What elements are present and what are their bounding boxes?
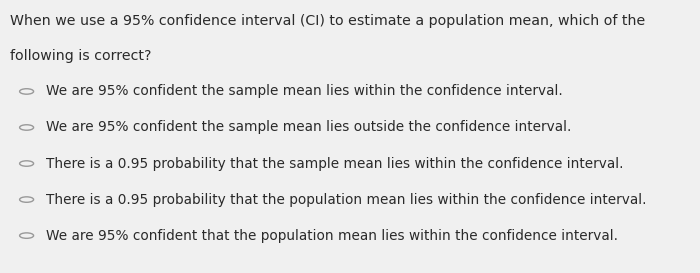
Text: There is a 0.95 probability that the population mean lies within the confidence : There is a 0.95 probability that the pop…	[46, 192, 646, 207]
Text: When we use a 95% confidence interval (CI) to estimate a population mean, which : When we use a 95% confidence interval (C…	[10, 14, 645, 28]
Text: We are 95% confident the sample mean lies within the confidence interval.: We are 95% confident the sample mean lie…	[46, 84, 562, 99]
Text: We are 95% confident the sample mean lies outside the confidence interval.: We are 95% confident the sample mean lie…	[46, 120, 571, 135]
Text: We are 95% confident that the population mean lies within the confidence interva: We are 95% confident that the population…	[46, 229, 617, 243]
Text: following is correct?: following is correct?	[10, 49, 152, 63]
Text: There is a 0.95 probability that the sample mean lies within the confidence inte: There is a 0.95 probability that the sam…	[46, 156, 623, 171]
